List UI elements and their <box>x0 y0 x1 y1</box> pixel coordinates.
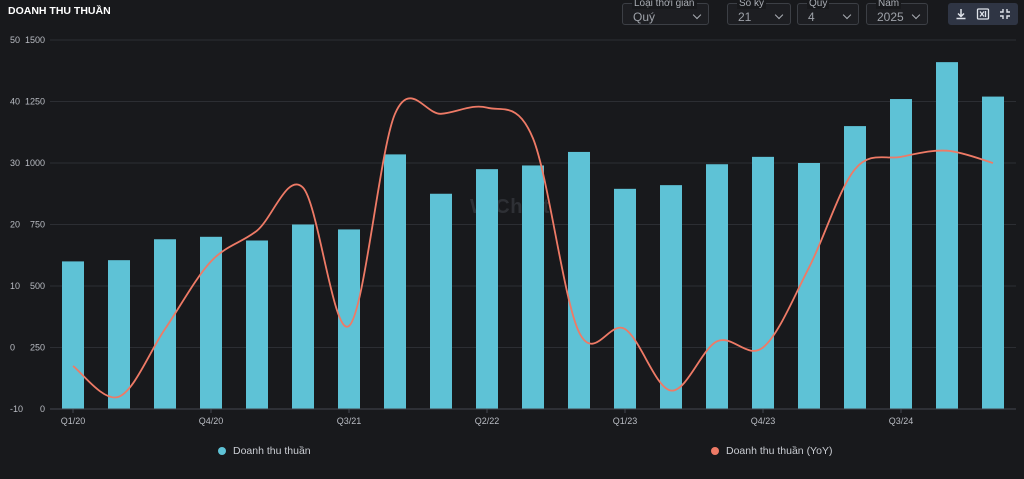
bar-Q1/20[interactable] <box>62 261 84 409</box>
bar-Q4/24[interactable] <box>936 62 958 409</box>
y-right-tick-label: 500 <box>30 281 45 291</box>
y-right-tick-label: 1250 <box>25 97 45 107</box>
y-right-tick-label: 750 <box>30 220 45 230</box>
y-left-tick-label: -10 <box>10 404 23 414</box>
bar-Q2/23[interactable] <box>660 185 682 409</box>
periods-label: Số kỳ <box>737 0 767 9</box>
yoy-point-Q2/24[interactable] <box>853 167 857 171</box>
y-left-tick-label: 40 <box>10 97 20 107</box>
page-title: DOANH THU THUẦN <box>8 5 111 17</box>
yoy-point-Q1/20[interactable] <box>71 364 75 368</box>
yoy-point-Q3/23[interactable] <box>715 339 719 343</box>
download-icon[interactable] <box>954 7 968 21</box>
y-right-tick-label: 0 <box>40 404 45 414</box>
x-tick-label: Q3/24 <box>889 416 914 426</box>
year-value: 2025 <box>877 10 904 24</box>
x-tick-label: Q2/22 <box>475 416 500 426</box>
yoy-point-Q3/21[interactable] <box>347 324 351 328</box>
y-left-tick-label: 30 <box>10 158 20 168</box>
quarter-select[interactable]: Quý 4 <box>797 0 859 25</box>
bar-Q2/21[interactable] <box>292 224 314 410</box>
bar-Q3/21[interactable] <box>338 229 360 409</box>
legend-label: Doanh thu thuần (YoY) <box>726 445 833 457</box>
y-left-tick-label: 0 <box>10 343 15 353</box>
yoy-point-Q1/25[interactable] <box>991 161 995 165</box>
yoy-point-Q2/20[interactable] <box>117 395 121 399</box>
bar-Q2/22[interactable] <box>476 169 498 409</box>
legend-dot <box>711 447 719 455</box>
yoy-point-Q3/22[interactable] <box>531 136 535 140</box>
collapse-icon[interactable] <box>998 7 1012 21</box>
legend-item-revenue-yoy[interactable]: Doanh thu thuần (YoY) <box>711 445 832 457</box>
bar-Q2/24[interactable] <box>844 126 866 409</box>
periods-select[interactable]: Số kỳ 21 <box>727 0 791 25</box>
y-left-tick-label: 50 <box>10 35 20 45</box>
yoy-point-Q2/22[interactable] <box>485 106 489 110</box>
bar-Q1/25[interactable] <box>982 96 1004 409</box>
x-tick-label: Q1/20 <box>61 416 86 426</box>
bar-Q1/23[interactable] <box>614 188 636 409</box>
bar-Q4/20[interactable] <box>200 236 222 409</box>
yoy-point-Q4/21[interactable] <box>393 112 397 116</box>
yoy-point-Q2/23[interactable] <box>669 389 673 393</box>
period-type-value: Quý <box>633 10 656 24</box>
yoy-point-Q1/24[interactable] <box>807 266 811 270</box>
year-select[interactable]: Năm 2025 <box>866 0 928 25</box>
bar-Q4/23[interactable] <box>752 156 774 409</box>
y-right-tick-label: 250 <box>30 343 45 353</box>
bar-Q3/20[interactable] <box>154 239 176 409</box>
yoy-point-Q2/21[interactable] <box>301 186 305 190</box>
yoy-point-Q1/22[interactable] <box>439 112 443 116</box>
bar-Q3/22[interactable] <box>522 165 544 409</box>
quarter-value: 4 <box>808 10 815 24</box>
bar-Q4/22[interactable] <box>568 151 590 409</box>
x-tick-label: Q4/20 <box>199 416 224 426</box>
period-type-label: Loại thời gian <box>632 0 697 9</box>
y-left-tick-label: 10 <box>10 281 20 291</box>
yoy-point-Q3/20[interactable] <box>163 327 167 331</box>
yoy-point-Q4/23[interactable] <box>761 346 765 350</box>
x-tick-label: Q4/23 <box>751 416 776 426</box>
legend-label: Doanh thu thuần <box>233 445 311 457</box>
yoy-point-Q1/23[interactable] <box>623 327 627 331</box>
yoy-point-Q4/22[interactable] <box>577 330 581 334</box>
bar-Q2/20[interactable] <box>108 260 130 409</box>
year-label: Năm <box>876 0 902 9</box>
x-tick-label: Q3/21 <box>337 416 362 426</box>
bar-Q1/22[interactable] <box>430 193 452 409</box>
y-right-tick-label: 1000 <box>25 158 45 168</box>
bar-Q1/21[interactable] <box>246 240 268 409</box>
x-tick-label: Q1/23 <box>613 416 638 426</box>
yoy-point-Q4/24[interactable] <box>945 149 949 153</box>
excel-icon[interactable] <box>976 7 990 21</box>
y-right-tick-label: 1500 <box>25 35 45 45</box>
bar-Q3/24[interactable] <box>890 99 912 409</box>
chart-toolbar <box>948 3 1018 25</box>
bar-Q1/24[interactable] <box>798 163 820 409</box>
quarter-label: Quý <box>807 0 830 9</box>
yoy-point-Q1/21[interactable] <box>255 229 259 233</box>
yoy-point-Q3/24[interactable] <box>899 155 903 159</box>
period-type-select[interactable]: Loại thời gian Quý <box>622 0 709 25</box>
legend-item-revenue[interactable]: Doanh thu thuần <box>218 445 311 457</box>
bar-Q3/23[interactable] <box>706 164 728 409</box>
bar-Q4/21[interactable] <box>384 154 406 409</box>
periods-value: 21 <box>738 10 752 24</box>
yoy-point-Q4/20[interactable] <box>209 259 213 263</box>
yoy-line[interactable] <box>72 97 994 399</box>
legend-dot <box>218 447 226 455</box>
y-left-tick-label: 20 <box>10 220 20 230</box>
